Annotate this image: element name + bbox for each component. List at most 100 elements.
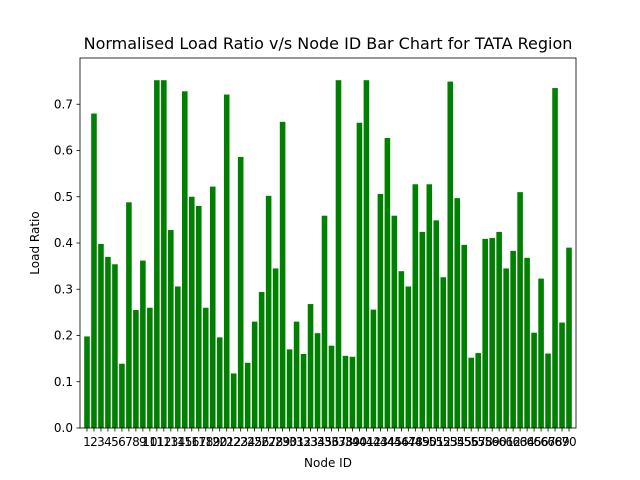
bar-node-23 [237,156,244,429]
x-tick-label: 36 [324,435,339,449]
x-tick-label: 14 [170,435,185,449]
bar-node-66 [538,278,544,428]
x-tick-label: 13 [163,435,178,449]
bar-node-41 [363,80,370,428]
bar-node-21 [223,94,230,428]
bar-node-6 [119,363,125,428]
x-tick-label: 42 [366,435,381,449]
x-tick-label: 28 [268,435,283,449]
bar-node-53 [447,81,454,428]
bar-node-5 [112,264,118,428]
x-tick-label: 15 [177,435,192,449]
x-tick-label: 38 [338,435,353,449]
x-tick-label: 11 [149,435,164,449]
bar-node-35 [321,215,328,428]
x-tick-label: 67 [540,435,555,449]
x-tick-label: 39 [345,435,360,449]
x-tick-label: 54 [450,435,465,449]
bar-node-13 [168,230,174,428]
x-tick-label: 23 [233,435,248,449]
x-tick-label: 3 [97,435,105,449]
bar-node-55 [461,244,468,428]
bars-group [84,80,572,429]
bar-node-15 [181,91,188,429]
bar-node-50 [426,184,433,428]
x-tick-label: 30 [282,435,297,449]
bar-node-18 [202,307,209,428]
y-tick-label: 0.3 [54,282,73,296]
x-tick-label: 22 [226,435,241,449]
bar-node-40 [356,122,363,428]
x-tick-label: 45 [387,435,402,449]
bar-node-7 [126,202,132,428]
bar-node-39 [349,356,356,428]
x-tick-label: 17 [191,435,206,449]
bar-node-60 [496,231,502,428]
bar-node-52 [440,277,447,428]
x-tick-label: 69 [554,435,569,449]
x-tick-label: 4 [104,435,112,449]
bar-node-61 [503,268,509,428]
bar-node-24 [244,362,251,428]
bar-node-36 [328,345,335,428]
bar-node-37 [335,80,342,428]
x-tick-label: 63 [512,435,527,449]
x-tick-label: 9 [139,435,147,449]
bar-node-11 [154,80,160,428]
bar-node-16 [188,196,195,428]
x-tick-label: 65 [526,435,541,449]
x-tick-label: 35 [317,435,332,449]
bar-node-58 [482,238,488,428]
x-tick-label: 37 [331,435,346,449]
bar-node-64 [524,257,530,428]
x-tick-label: 56 [464,435,479,449]
y-tick-label: 0.2 [54,329,73,343]
bar-node-30 [286,349,293,429]
x-tick-label: 41 [359,435,374,449]
bar-node-49 [419,231,426,428]
x-tick-label: 44 [380,435,395,449]
x-tick-label: 10 [142,435,157,449]
bar-node-10 [147,307,153,428]
x-tick-label: 55 [457,435,472,449]
bar-node-26 [258,292,265,428]
x-tick-label: 16 [184,435,199,449]
bar-node-19 [209,186,216,428]
bar-node-43 [377,193,384,428]
bar-node-20 [216,337,223,428]
x-tick-label: 48 [408,435,423,449]
bar-node-47 [405,286,412,428]
x-tick-label: 57 [471,435,486,449]
y-tick-label: 0.4 [54,236,73,250]
bar-node-51 [433,220,440,428]
bar-node-65 [531,332,537,428]
x-tick-label: 6 [118,435,126,449]
bar-node-2 [91,113,97,428]
bar-node-38 [342,355,349,428]
x-tick-label: 62 [505,435,520,449]
bar-node-22 [230,373,237,428]
x-tick-label: 20 [212,435,227,449]
bar-node-59 [489,237,495,428]
bar-node-8 [133,310,139,428]
bar-node-34 [314,333,321,428]
bar-node-46 [398,271,405,428]
x-tick-label: 34 [310,435,325,449]
bar-node-1 [84,336,90,428]
bar-node-63 [517,192,523,428]
bar-node-3 [98,243,104,428]
y-tick-label: 0.5 [54,190,73,204]
bar-node-17 [195,206,202,428]
x-tick-label: 32 [296,435,311,449]
bar-node-14 [175,286,181,428]
x-tick-label: 59 [485,435,500,449]
x-tick-label: 52 [436,435,451,449]
bar-node-44 [384,138,391,428]
x-tick-label: 66 [533,435,548,449]
x-axis-ticks: 1 2 3 4 5 6 7 8 91011121314151617181920212223242… [83,428,577,449]
x-tick-label: 25 [247,435,262,449]
y-tick-label: 0.1 [54,375,73,389]
x-tick-label: 60 [492,435,507,449]
bar-node-25 [251,321,258,429]
